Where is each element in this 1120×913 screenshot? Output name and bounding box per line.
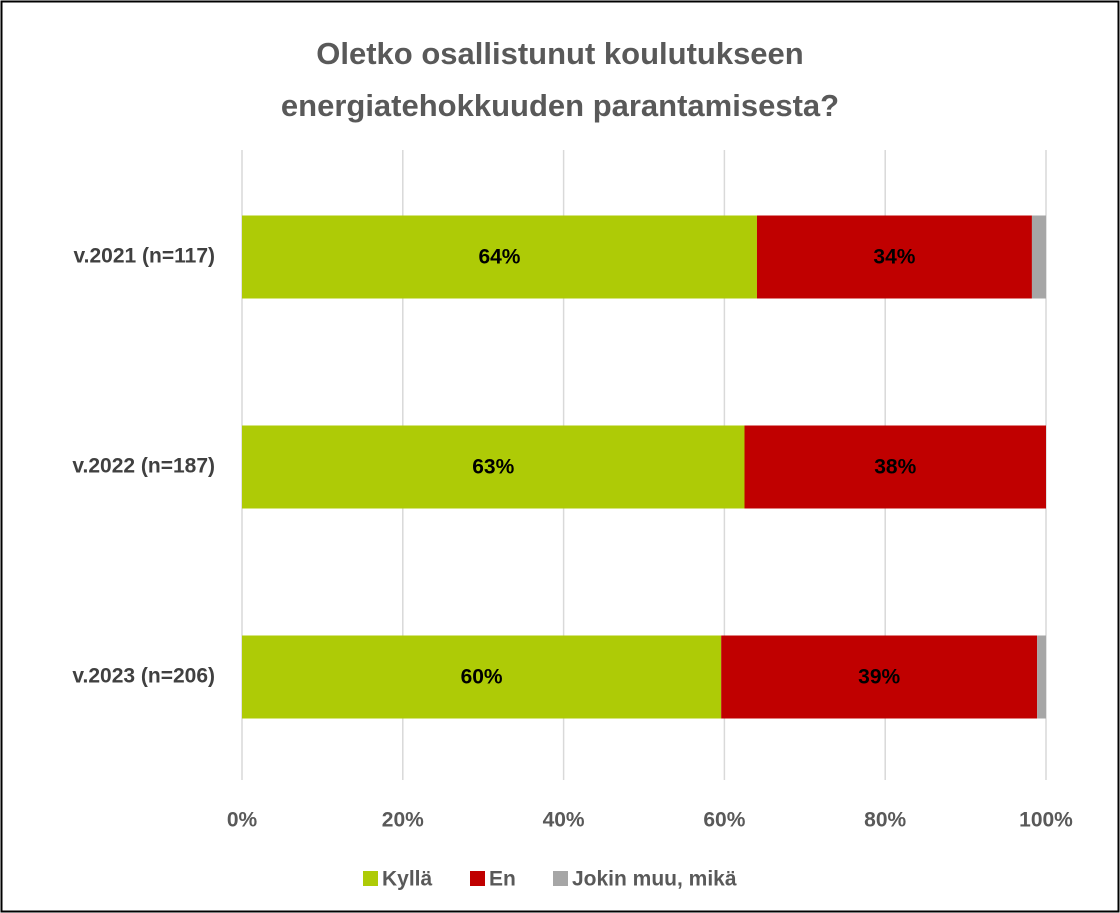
bar-segment xyxy=(1037,635,1046,719)
data-label: 60% xyxy=(461,666,503,689)
chart-title: Oletko osallistunut koulutukseen energia… xyxy=(280,36,840,123)
legend-label: En xyxy=(489,868,516,891)
data-label: 64% xyxy=(478,246,520,269)
bar-segment xyxy=(756,215,1032,299)
bar-segment xyxy=(242,635,722,719)
data-label: 39% xyxy=(858,666,900,689)
legend-swatch xyxy=(363,871,378,886)
data-label: 38% xyxy=(874,456,916,479)
legend-swatch xyxy=(553,871,568,886)
y-tick-label: v.2023 (n=206) xyxy=(72,665,215,688)
x-tick-label: 20% xyxy=(382,809,424,832)
x-tick-label: 40% xyxy=(543,809,585,832)
legend-swatch xyxy=(470,871,485,886)
bar-segment xyxy=(721,635,1038,719)
bar-segment xyxy=(1031,215,1046,299)
data-label: 34% xyxy=(873,246,915,269)
x-tick-label: 0% xyxy=(227,809,258,832)
x-tick-label: 100% xyxy=(1019,809,1073,832)
bar-segment xyxy=(242,215,757,299)
y-tick-label: v.2022 (n=187) xyxy=(72,455,215,478)
legend-label: Kyllä xyxy=(382,868,433,891)
legend-label: Jokin muu, mikä xyxy=(572,868,737,891)
bar-segment xyxy=(744,425,1046,509)
x-tick-label: 80% xyxy=(864,809,906,832)
x-tick-label: 60% xyxy=(703,809,745,832)
bar-segment xyxy=(242,425,745,509)
y-tick-label: v.2021 (n=117) xyxy=(74,245,215,268)
data-label: 63% xyxy=(472,456,514,479)
